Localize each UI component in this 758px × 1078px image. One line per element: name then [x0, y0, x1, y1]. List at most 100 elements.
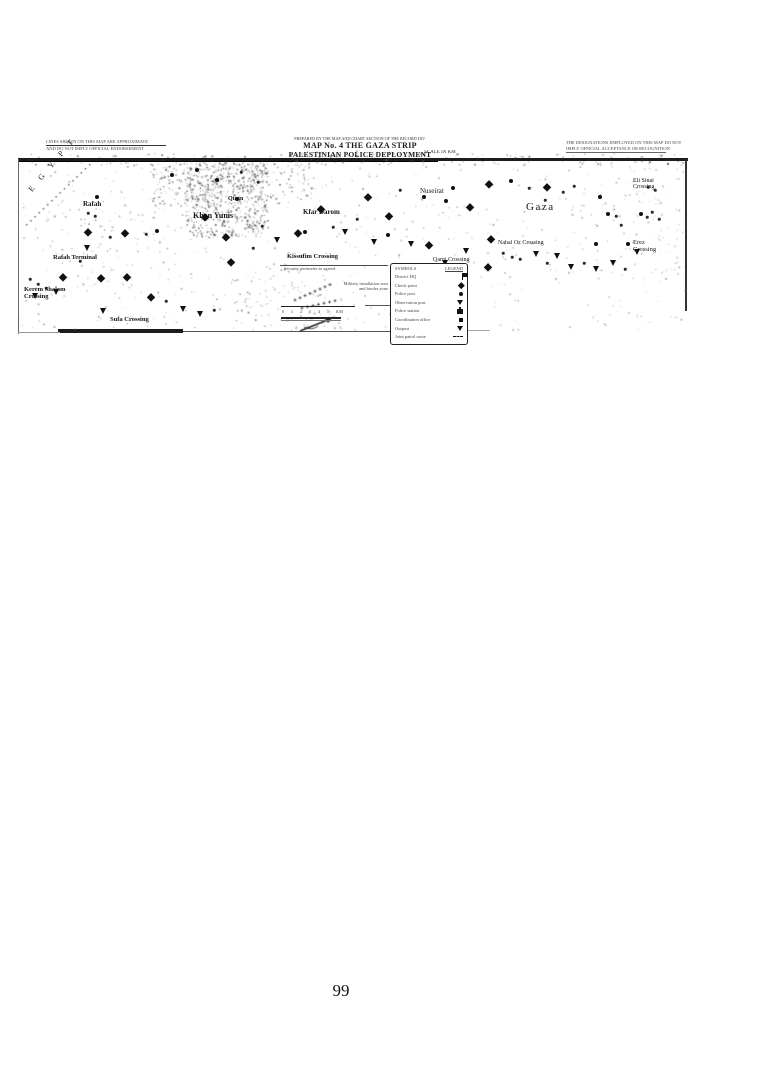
map-marker — [463, 248, 469, 254]
map-marker — [355, 217, 359, 221]
map-marker — [598, 195, 602, 199]
triangle-legend-icon — [457, 325, 463, 331]
place-label: Qizan — [228, 196, 244, 202]
map-title-block: PREPARED BY THE MAP AND CHART SECTION OF… — [286, 136, 434, 159]
legend-row-label: Police post — [395, 291, 415, 297]
map-marker — [510, 255, 514, 259]
map-marker — [593, 266, 599, 272]
map-marker — [78, 259, 82, 263]
building-legend-icon — [457, 306, 463, 314]
map-scale-note: SCALE IN KM — [424, 150, 456, 155]
map-marker — [594, 242, 598, 246]
map-marker — [28, 277, 32, 281]
gaza-strip-map: PREPARED BY THE MAP AND CHART SECTION OF… — [0, 0, 758, 360]
map-marker — [398, 188, 402, 192]
map-marker — [170, 173, 174, 177]
map-marker — [408, 241, 414, 247]
map-marker — [568, 264, 574, 270]
place-label: Khan Yunis — [193, 211, 234, 220]
inset-divider-rule — [280, 265, 388, 266]
map-marker — [561, 190, 565, 194]
scale-tick-values: 0 1 2 3 4 5 — [282, 309, 332, 314]
map-marker — [422, 195, 426, 199]
top-left-note-line2: AND DO NOT IMPLY OFFICIAL ENDORSEMENT — [46, 146, 145, 151]
place-label: Nuseirat — [420, 187, 444, 195]
route-legend-icon — [453, 336, 463, 338]
scale-bar-heavy — [281, 317, 341, 319]
map-marker — [543, 198, 547, 202]
map-marker — [545, 261, 549, 265]
scale-unit: KM — [336, 309, 344, 314]
place-label: Sufa Crossing — [110, 316, 149, 323]
top-right-note-line2: IMPLY OFFICIAL ACCEPTANCE OR RECOGNITION — [566, 145, 670, 151]
top-right-note-rule — [566, 152, 666, 153]
map-marker — [197, 311, 203, 317]
map-marker — [533, 251, 539, 257]
scale-bar-left — [281, 306, 355, 308]
legend-row-label: Joint patrol route — [395, 334, 426, 340]
top-left-note-line1: LINES SHOWN ON THIS MAP ARE APPROXIMATE — [46, 139, 166, 146]
circle-legend-icon — [459, 291, 463, 296]
legend-row-label: Check point — [395, 282, 417, 288]
map-marker — [100, 308, 106, 314]
place-label: Nahal Oz Crossing — [498, 240, 544, 246]
legend-row: Police post — [395, 290, 463, 299]
triangle-legend-icon — [457, 300, 463, 306]
map-marker — [634, 249, 640, 255]
map-marker — [95, 195, 99, 199]
map-marker — [614, 214, 618, 218]
flag-legend-icon — [462, 273, 468, 281]
map-marker — [657, 217, 661, 221]
map-marker — [212, 308, 216, 312]
inset-note-b: Military installation area and border zo… — [343, 281, 389, 291]
map-marker — [639, 212, 643, 216]
top-right-note: THE DESIGNATIONS EMPLOYED ON THIS MAP DO… — [566, 140, 682, 153]
map-marker — [371, 239, 377, 245]
map-marker — [239, 170, 243, 174]
scale-bar-sub — [281, 320, 341, 321]
scale-bar-ticks: 0 1 2 3 4 5 KM — [282, 309, 343, 314]
map-marker — [582, 261, 586, 265]
place-label: Gaza — [526, 201, 555, 213]
map-marker — [653, 188, 657, 192]
map-marker — [215, 178, 219, 182]
map-marker — [619, 223, 623, 227]
map-marker — [86, 211, 90, 215]
map-marker — [554, 253, 560, 259]
map-marker — [303, 230, 307, 234]
place-label: Kfar Darom — [303, 208, 340, 216]
map-marker — [251, 246, 255, 250]
legend-row-label: District HQ — [395, 274, 417, 280]
place-label: Kerem Shalom Crossing — [24, 286, 66, 300]
map-title-line2: PALESTINIAN POLICE DEPLOYMENT — [288, 150, 432, 159]
place-label: Eli Sinai Crossing — [633, 178, 655, 191]
place-label: Qarni Crossing — [433, 257, 470, 263]
map-marker — [195, 168, 199, 172]
map-marker — [53, 289, 59, 295]
map-marker — [650, 210, 654, 214]
map-marker — [36, 282, 40, 286]
legend-heading-left: SYMBOLS — [395, 266, 417, 271]
legend-rows: District HQ Check point Police post Observa… — [395, 273, 468, 342]
map-marker — [623, 267, 627, 271]
square-legend-icon — [458, 317, 463, 323]
map-marker — [386, 233, 390, 237]
map-marker — [572, 184, 576, 188]
legend-row: Police station — [395, 306, 463, 316]
map-marker — [331, 225, 335, 229]
map-marker — [645, 215, 649, 219]
top-left-note: LINES SHOWN ON THIS MAP ARE APPROXIMATE … — [46, 139, 166, 152]
map-marker — [518, 257, 522, 261]
map-marker — [44, 286, 48, 290]
legend-row-label: Observation post — [395, 299, 426, 305]
inset-note-a: Security perimeter as agreed — [284, 266, 336, 271]
map-title-line1: MAP No. 4 THE GAZA STRIP — [303, 141, 417, 150]
legend-row: Coordination office — [395, 315, 463, 324]
map-marker — [235, 197, 239, 201]
top-right-note-line1: THE DESIGNATIONS EMPLOYED ON THIS MAP DO… — [566, 140, 682, 145]
legend-row: District HQ — [395, 273, 468, 282]
map-marker — [646, 185, 650, 189]
map-marker — [84, 245, 90, 251]
